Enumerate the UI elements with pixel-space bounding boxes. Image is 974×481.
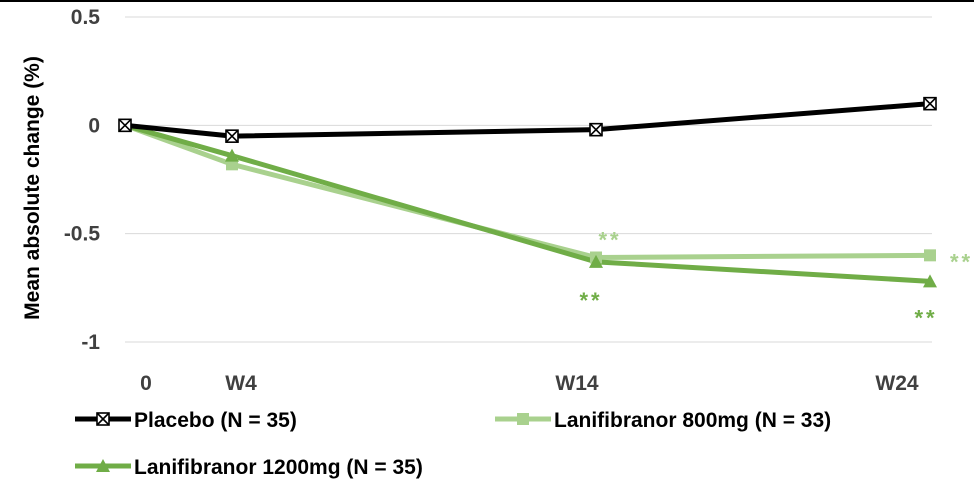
gridlines: [125, 16, 932, 343]
data-point: [923, 274, 937, 288]
data-point: [225, 129, 239, 143]
x-tick-label: W4: [225, 372, 257, 395]
y-tick-label: -1: [81, 331, 100, 354]
legend-entry: Placebo (N = 35): [75, 409, 297, 432]
x-tick-label: W14: [555, 372, 599, 395]
significance-annotations: ** ** ** **: [579, 228, 973, 331]
x-tick-label: W24: [875, 372, 919, 395]
legend-entry: Lanifibranor 1200mg (N = 35): [75, 456, 423, 479]
legend-entry: Lanifibranor 800mg (N = 33): [495, 409, 831, 432]
x-axis-tick-labels: 0 W4 W14 W24: [140, 372, 919, 395]
legend-marker: [517, 413, 529, 425]
significance-marker: **: [914, 305, 937, 330]
series-line: [124, 101, 931, 139]
y-tick-label: -0.5: [64, 223, 101, 246]
series-line: [124, 122, 931, 284]
significance-marker: **: [579, 288, 602, 313]
significance-marker: **: [598, 228, 621, 253]
significance-marker: **: [950, 249, 973, 274]
legend: Placebo (N = 35) Lanifibranor 800mg (N = …: [75, 409, 831, 479]
series-lines: [124, 101, 931, 284]
data-point: [118, 118, 132, 133]
legend-marker: [96, 459, 110, 472]
series-line: [124, 122, 931, 260]
legend-marker: [96, 412, 110, 426]
legend-label: Lanifibranor 800mg (N = 33): [554, 409, 831, 432]
data-point: [589, 254, 603, 268]
y-axis-tick-labels: 0.5 0 -0.5 -1: [64, 6, 101, 354]
series-markers: [118, 96, 937, 288]
data-point: [924, 249, 936, 262]
x-tick-label: 0: [140, 372, 152, 395]
legend-label: Lanifibranor 1200mg (N = 35): [134, 456, 423, 479]
y-tick-label: 0: [88, 114, 100, 137]
data-point: [589, 122, 603, 137]
data-point: [225, 148, 239, 162]
y-axis-label: Mean absolute change (%): [21, 56, 44, 320]
y-tick-label: 0.5: [71, 6, 101, 29]
legend-label: Placebo (N = 35): [134, 409, 297, 432]
data-point: [923, 96, 937, 111]
